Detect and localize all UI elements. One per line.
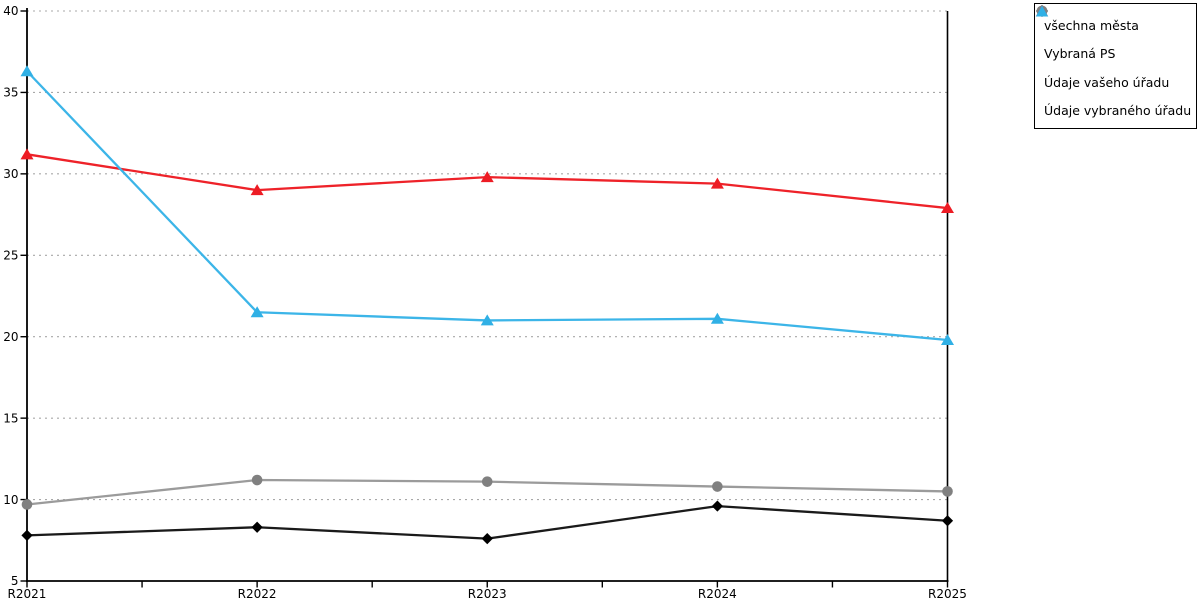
data-point-diamond (481, 533, 493, 545)
y-axis-tick-label: 40 (3, 4, 18, 18)
data-point-diamond (251, 521, 263, 533)
data-point-triangle (250, 306, 264, 318)
data-point-circle (21, 499, 33, 510)
legend-triangle-icon (1035, 5, 1049, 17)
data-point-triangle (480, 171, 494, 183)
data-point-triangle (710, 177, 724, 189)
y-axis-tick-label: 10 (3, 493, 18, 507)
legend-item: Údaje vybraného úřadu (1035, 5, 1192, 126)
x-axis-tick-label: R2024 (698, 587, 737, 600)
series-1 (21, 500, 954, 545)
x-axis-tick-label: R2025 (928, 587, 967, 600)
legend-item-label: Údaje vašeho úřadu (1044, 74, 1170, 90)
y-axis-tick-label: 15 (3, 411, 18, 425)
legend-item: všechna města (1036, 5, 1190, 40)
y-axis-tick-label: 25 (3, 248, 18, 262)
y-axis-tick-label: 5 (11, 574, 19, 588)
data-point-circle (251, 474, 263, 486)
data-point-triangle (941, 333, 954, 345)
legend-marker-shape (1035, 5, 1049, 17)
series-4 (20, 65, 954, 345)
x-axis-tick-label: R2023 (468, 587, 507, 600)
data-point-diamond (711, 500, 723, 512)
data-point-triangle (480, 314, 494, 326)
legend-item-label: Údaje vybraného úřadu (1044, 103, 1192, 119)
legend-item: Vybraná PS (1036, 5, 1190, 69)
data-point-triangle (250, 184, 264, 196)
data-point-circle (481, 476, 493, 487)
data-point-circle (712, 481, 723, 492)
y-axis-tick-label: 20 (3, 330, 18, 344)
legend-item-label: Vybraná PS (1044, 46, 1116, 62)
data-point-triangle (20, 148, 34, 160)
data-point-triangle (941, 202, 954, 214)
series-3 (20, 148, 954, 214)
legend-item-label: všechna města (1044, 17, 1139, 33)
y-axis-tick-label: 35 (3, 86, 18, 100)
x-axis-tick-label: R2021 (8, 587, 47, 600)
series-line (25, 70, 949, 342)
series-2 (21, 474, 953, 510)
chart-legend: všechna města Vybraná PS Údaje vašeho úřad… (1034, 3, 1197, 129)
data-point-diamond (941, 515, 954, 527)
y-axis-tick-label: 30 (3, 167, 18, 181)
legend-item: Údaje vašeho úřadu (1035, 5, 1190, 97)
data-point-triangle (710, 312, 724, 324)
x-axis-tick-label: R2022 (238, 587, 277, 600)
data-point-diamond (21, 529, 33, 541)
data-point-circle (942, 486, 953, 497)
data-point-triangle (20, 65, 34, 77)
